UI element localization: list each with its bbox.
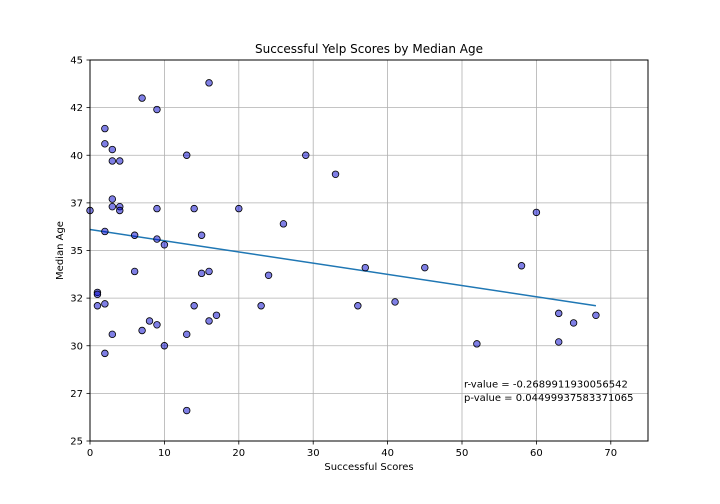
regression-line (89, 228, 597, 307)
data-point (153, 105, 161, 114)
data-point (183, 406, 191, 415)
data-point (473, 340, 481, 348)
y-tick-label: 30 (70, 341, 83, 352)
data-point (93, 290, 102, 299)
data-point (130, 267, 139, 276)
data-point (160, 241, 169, 249)
data-point (555, 338, 563, 346)
chart-title: Successful Yelp Scores by Median Age (255, 42, 483, 56)
data-point (101, 300, 109, 308)
data-point (532, 208, 541, 217)
x-tick-label: 50 (456, 448, 469, 459)
data-point (421, 263, 429, 272)
y-tick-label: 42 (70, 103, 83, 114)
y-tick-label: 35 (70, 246, 83, 257)
data-point (183, 330, 191, 339)
annotation-text: r-value = -0.2689911930056542 (464, 380, 628, 391)
data-point (197, 231, 206, 239)
y-tick-label: 32 (70, 294, 83, 305)
data-point (108, 157, 117, 165)
x-axis-label: Successful Scores (324, 462, 413, 473)
data-point (108, 202, 117, 211)
data-point (361, 263, 369, 272)
x-tick-label: 0 (87, 448, 93, 459)
y-tick-label: 25 (70, 437, 83, 448)
data-point (138, 326, 146, 335)
data-point (302, 151, 310, 159)
data-point (569, 319, 578, 327)
data-point (205, 79, 213, 87)
y-tick-label: 27 (70, 389, 83, 400)
x-tick-label: 10 (158, 448, 171, 459)
data-point (264, 271, 273, 279)
data-point (197, 269, 206, 278)
data-point (101, 227, 109, 236)
regression-line-group (89, 228, 597, 307)
data-point (145, 317, 154, 325)
data-point (108, 195, 117, 203)
data-points (86, 79, 600, 415)
data-point (235, 204, 243, 213)
data-point (354, 302, 362, 310)
x-tick-label: 60 (530, 448, 543, 459)
data-point (555, 309, 563, 318)
data-point (108, 145, 117, 154)
data-point (130, 231, 139, 239)
data-point (205, 317, 213, 325)
data-point (391, 298, 399, 306)
data-point (190, 204, 198, 213)
data-point (257, 302, 265, 310)
x-tick-label: 20 (232, 448, 245, 459)
data-point (101, 140, 109, 148)
data-point (108, 330, 117, 339)
y-axis-ticks: 25 27 30 32 35 37 40 42 45 (70, 56, 90, 448)
x-tick-label: 70 (604, 448, 617, 459)
data-point (101, 124, 109, 133)
y-axis-label: Median Age (55, 221, 66, 280)
data-point (331, 170, 340, 178)
data-point (592, 311, 600, 319)
data-point (279, 220, 288, 228)
data-point (153, 235, 161, 243)
data-point (205, 267, 213, 276)
data-point (93, 302, 102, 310)
data-point (160, 342, 169, 350)
x-tick-label: 40 (381, 448, 394, 459)
y-tick-label: 37 (70, 198, 83, 209)
y-tick-label: 45 (70, 56, 83, 67)
data-point (153, 321, 161, 329)
data-point (190, 302, 198, 310)
annotation-text: p-value = 0.04499937583371065 (464, 393, 633, 404)
data-point (517, 262, 526, 270)
data-point (116, 157, 124, 165)
data-point (183, 151, 191, 159)
x-tick-label: 30 (307, 448, 320, 459)
data-point (101, 349, 109, 358)
data-point (138, 94, 146, 102)
x-axis-ticks: 0 10 20 30 40 50 60 70 (87, 441, 617, 459)
data-point (116, 206, 124, 215)
y-tick-label: 40 (70, 151, 83, 162)
data-point (153, 204, 161, 213)
annotations: r-value = -0.2689911930056542 p-value = 0… (464, 380, 633, 404)
data-point (212, 311, 221, 319)
